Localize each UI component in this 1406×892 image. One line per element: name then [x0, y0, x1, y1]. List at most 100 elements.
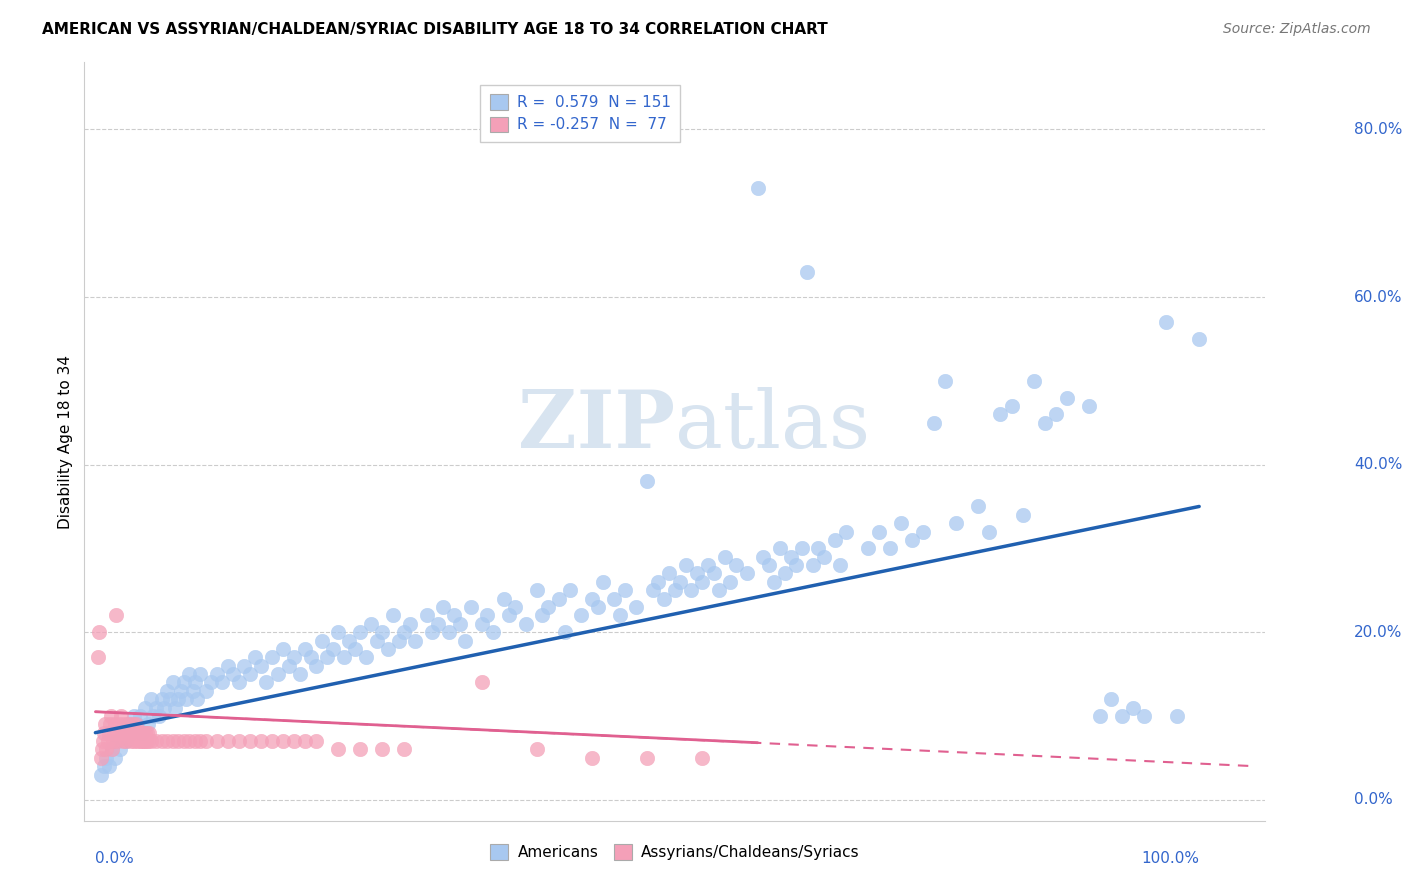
Point — [100, 709, 122, 723]
Point — [807, 541, 830, 556]
Point — [394, 742, 416, 756]
Point — [239, 734, 262, 748]
Point — [707, 583, 730, 598]
Point — [868, 524, 890, 539]
Point — [136, 725, 159, 739]
Point — [188, 667, 211, 681]
Point — [117, 717, 139, 731]
Point — [93, 759, 115, 773]
Point — [128, 734, 150, 748]
Point — [471, 675, 494, 690]
Point — [93, 725, 115, 739]
Point — [288, 667, 311, 681]
Point — [626, 599, 648, 614]
Point — [194, 734, 217, 748]
Point — [97, 759, 120, 773]
Point — [1111, 709, 1133, 723]
Point — [758, 558, 780, 573]
Point — [609, 608, 631, 623]
Point — [112, 725, 135, 739]
Point — [603, 591, 626, 606]
Point — [211, 675, 233, 690]
Point — [228, 734, 250, 748]
Point — [890, 516, 912, 531]
Point — [537, 599, 560, 614]
Point — [87, 625, 110, 640]
Point — [127, 717, 149, 731]
Point — [316, 650, 339, 665]
Text: AMERICAN VS ASSYRIAN/CHALDEAN/SYRIAC DISABILITY AGE 18 TO 34 CORRELATION CHART: AMERICAN VS ASSYRIAN/CHALDEAN/SYRIAC DIS… — [42, 22, 828, 37]
Point — [101, 742, 124, 756]
Point — [101, 742, 124, 756]
Point — [990, 407, 1012, 421]
Point — [526, 583, 548, 598]
Point — [122, 734, 145, 748]
Point — [162, 734, 184, 748]
Point — [108, 717, 131, 731]
Point — [443, 608, 465, 623]
Point — [1133, 709, 1156, 723]
Point — [250, 658, 273, 673]
Point — [581, 751, 603, 765]
Point — [173, 675, 195, 690]
Point — [692, 574, 714, 589]
Point — [394, 625, 416, 640]
Point — [228, 675, 250, 690]
Text: 100.0%: 100.0% — [1142, 851, 1199, 866]
Point — [790, 541, 813, 556]
Point — [131, 725, 153, 739]
Point — [139, 734, 162, 748]
Point — [148, 709, 170, 723]
Point — [120, 734, 142, 748]
Point — [277, 658, 299, 673]
Point — [405, 633, 427, 648]
Point — [979, 524, 1001, 539]
Point — [305, 734, 328, 748]
Point — [713, 549, 735, 564]
Point — [217, 658, 239, 673]
Text: ZIP: ZIP — [517, 387, 675, 466]
Point — [343, 641, 366, 656]
Text: atlas: atlas — [675, 387, 870, 466]
Point — [647, 574, 669, 589]
Point — [200, 675, 222, 690]
Point — [558, 583, 581, 598]
Point — [531, 608, 554, 623]
Point — [97, 725, 120, 739]
Point — [217, 734, 239, 748]
Point — [250, 734, 273, 748]
Point — [515, 616, 537, 631]
Point — [718, 574, 741, 589]
Point — [283, 650, 305, 665]
Point — [118, 725, 141, 739]
Point — [498, 608, 520, 623]
Point — [138, 725, 160, 739]
Point — [134, 700, 156, 714]
Text: Source: ZipAtlas.com: Source: ZipAtlas.com — [1223, 22, 1371, 37]
Point — [669, 574, 692, 589]
Point — [111, 725, 134, 739]
Point — [107, 734, 129, 748]
Point — [205, 734, 228, 748]
Point — [104, 751, 127, 765]
Point — [437, 625, 460, 640]
Point — [159, 692, 181, 706]
Point — [90, 767, 112, 781]
Point — [824, 533, 846, 547]
Point — [145, 734, 167, 748]
Point — [205, 667, 228, 681]
Point — [830, 558, 852, 573]
Point — [128, 709, 150, 723]
Point — [360, 616, 382, 631]
Point — [115, 734, 138, 748]
Point — [96, 734, 118, 748]
Point — [294, 641, 316, 656]
Point — [179, 667, 201, 681]
Point — [96, 751, 118, 765]
Point — [294, 734, 316, 748]
Point — [801, 558, 824, 573]
Point — [184, 734, 207, 748]
Point — [150, 734, 173, 748]
Point — [138, 717, 160, 731]
Point — [156, 734, 179, 748]
